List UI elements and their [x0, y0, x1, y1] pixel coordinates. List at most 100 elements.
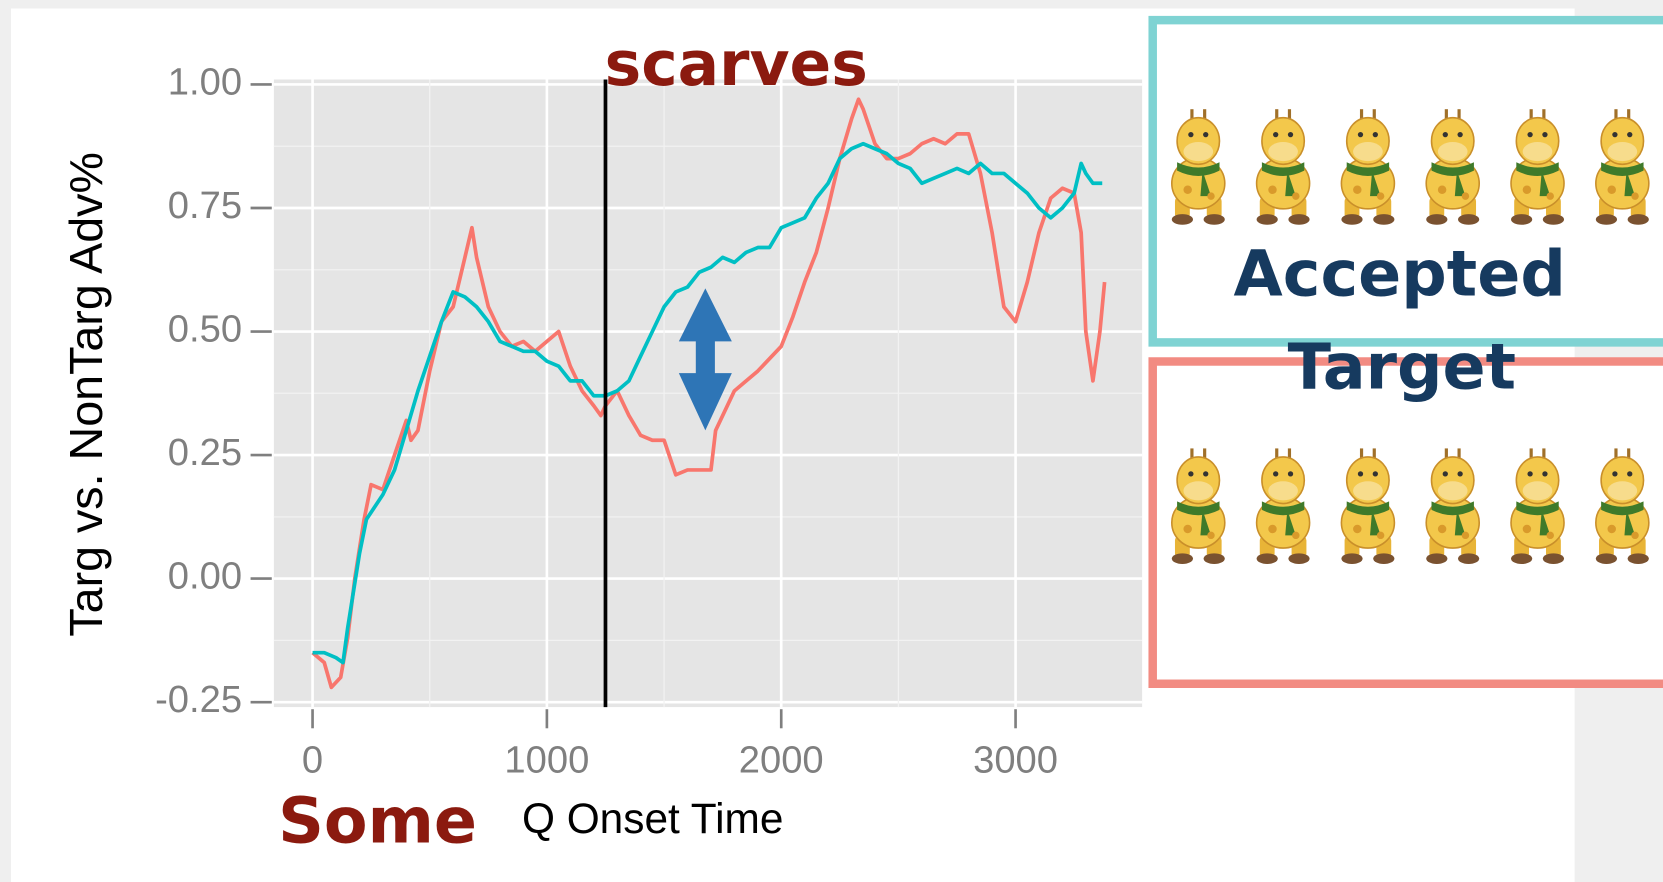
giraffe-icon: [1170, 448, 1226, 564]
giraffe-hoof: [1256, 214, 1278, 225]
giraffe-icon: [1170, 109, 1226, 225]
giraffe-spot: [1183, 185, 1192, 194]
y-tick-label: 1.00: [168, 61, 242, 104]
giraffe-icon: [1595, 448, 1650, 564]
accepted-box: [1148, 15, 1663, 347]
giraffe-scarf: [1601, 501, 1644, 536]
giraffe-hoof: [1511, 214, 1533, 225]
y-axis-label: Targ vs. NonTarg Adv%: [60, 152, 112, 637]
giraffe-eye: [1372, 131, 1378, 138]
giraffe-eye: [1372, 471, 1378, 477]
giraffe-snout: [1607, 481, 1638, 501]
giraffe-spot: [1437, 185, 1447, 194]
giraffe-spot: [1546, 192, 1554, 200]
target-box: [1148, 357, 1663, 689]
giraffe-icon: [1510, 109, 1565, 225]
x-tick-label: 3000: [973, 738, 1058, 781]
giraffe-spot: [1376, 192, 1385, 200]
giraffe-icon: [1425, 448, 1481, 564]
giraffe-eye: [1612, 131, 1618, 138]
giraffe-eye: [1273, 131, 1279, 138]
giraffe-scarf: [1177, 501, 1220, 536]
giraffe-hoof: [1458, 553, 1480, 564]
giraffe-scarf: [1431, 162, 1474, 197]
giraffe-snout: [1183, 142, 1214, 162]
lines: [311, 79, 1107, 708]
giraffe-scarf: [1261, 501, 1305, 536]
giraffe-hoof: [1171, 214, 1193, 225]
giraffe-eye: [1542, 131, 1548, 138]
giraffe-eye: [1287, 471, 1294, 477]
giraffe-hoof: [1458, 214, 1480, 225]
giraffe-hoof: [1511, 553, 1533, 564]
giraffe-eye: [1627, 471, 1633, 477]
giraffe-eye: [1188, 131, 1194, 138]
x-tick-label: 1000: [504, 738, 589, 781]
giraffe-hoof: [1627, 553, 1649, 564]
giraffe-hoof: [1288, 553, 1310, 564]
giraffe-eye: [1457, 131, 1463, 138]
data-line: [312, 141, 1103, 665]
giraffe-snout: [1183, 481, 1214, 501]
giraffe-spot: [1353, 524, 1362, 534]
giraffe-hoof: [1426, 553, 1448, 564]
annotation: Some: [278, 783, 477, 857]
giraffe-hoof: [1542, 553, 1565, 564]
giraffe-hoof: [1627, 214, 1649, 225]
giraffe-spot: [1631, 192, 1639, 200]
giraffe-hoof: [1373, 553, 1395, 564]
giraffe-hoof: [1256, 553, 1278, 564]
giraffe-icon: [1425, 109, 1481, 225]
annotation: scarves: [605, 29, 868, 100]
giraffe-spot: [1522, 524, 1532, 534]
giraffes: [1170, 109, 1650, 564]
giraffe-eye: [1457, 471, 1463, 477]
giraffe-icon: [1340, 448, 1396, 564]
giraffe-snout: [1353, 481, 1383, 501]
giraffe-hoof: [1426, 214, 1448, 225]
box-label: Target: [1288, 330, 1517, 404]
giraffe-spot: [1183, 524, 1192, 534]
giraffe-snout: [1437, 481, 1468, 501]
giraffe-icon: [1595, 109, 1650, 225]
giraffe-spot: [1268, 185, 1277, 194]
giraffe-hoof: [1171, 553, 1193, 564]
giraffe-spot: [1522, 185, 1532, 194]
x-tick-label: 2000: [739, 738, 824, 781]
giraffe-snout: [1353, 142, 1383, 162]
giraffe-scarf: [1516, 162, 1559, 197]
giraffe-spot: [1607, 524, 1616, 534]
giraffe-eye: [1527, 471, 1533, 477]
giraffe-eye: [1442, 131, 1448, 138]
giraffe-hoof: [1341, 553, 1363, 564]
giraffe-scarf: [1601, 162, 1644, 197]
giraffe-spot: [1461, 531, 1470, 540]
giraffe-spot: [1631, 531, 1639, 540]
giraffe-eye: [1627, 131, 1633, 138]
giraffe-eye: [1287, 131, 1294, 138]
giraffe-spot: [1268, 524, 1277, 534]
giraffe-icon: [1255, 448, 1311, 564]
giraffe-hoof: [1288, 214, 1310, 225]
giraffe-snout: [1437, 142, 1468, 162]
double-arrow: [678, 288, 732, 431]
y-tick-label: -0.25: [155, 678, 242, 721]
giraffe-icon: [1510, 448, 1565, 564]
x-tick-label: 0: [302, 738, 323, 781]
box-label: Accepted: [1234, 236, 1566, 310]
giraffe-hoof: [1595, 553, 1618, 564]
giraffe-eye: [1612, 471, 1618, 477]
giraffe-spot: [1292, 192, 1300, 200]
giraffe-snout: [1607, 142, 1638, 162]
giraffe-snout: [1268, 142, 1298, 162]
y-tick-label: 0.75: [168, 184, 242, 227]
giraffe-spot: [1207, 531, 1215, 540]
giraffe-eye: [1203, 471, 1209, 477]
giraffe-scarf: [1346, 501, 1390, 536]
giraffe-icon: [1340, 109, 1396, 225]
giraffe-scarf: [1516, 501, 1559, 536]
giraffe-eye: [1527, 131, 1533, 138]
giraffe-spot: [1546, 531, 1554, 540]
